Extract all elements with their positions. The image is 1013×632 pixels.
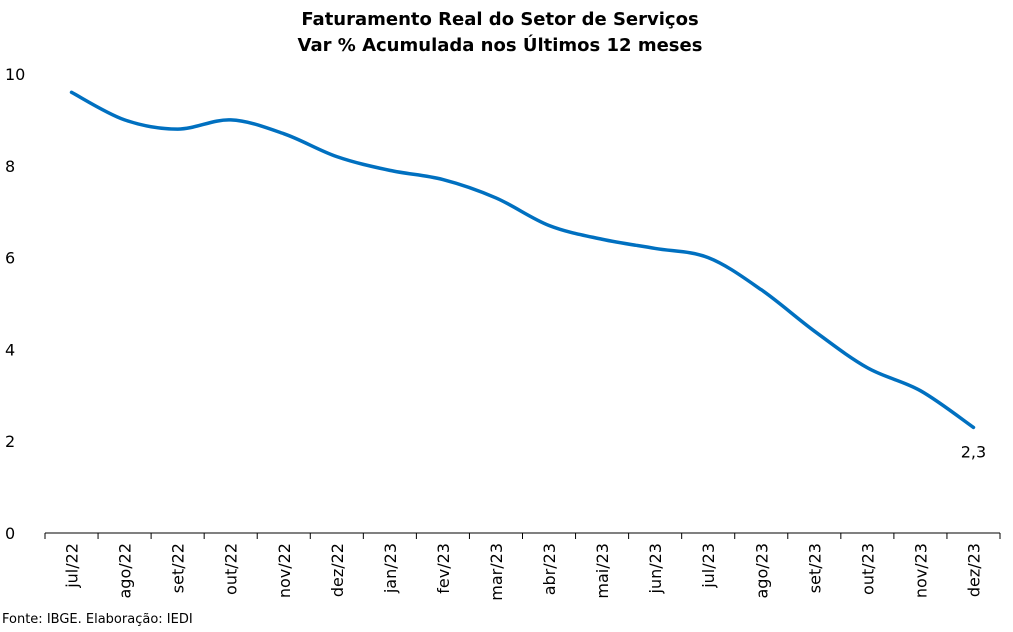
x-tick-label: ago/23 [752, 543, 771, 599]
series-line [69, 90, 976, 430]
y-axis: 0 2 4 6 8 10 [5, 65, 25, 543]
data-label-last: 2,3 [961, 442, 986, 461]
chart-subtitle: Var % Acumulada nos Últimos 12 meses [297, 35, 703, 56]
x-tick-label: fev/23 [434, 543, 453, 594]
x-tick-label: jul/23 [699, 543, 718, 589]
x-axis: jul/22 ago/22 set/22 out/22 nov/22 dez/22 jan/… [44, 532, 1001, 601]
x-tick-label: mai/23 [593, 543, 612, 599]
x-tick-label: dez/23 [964, 543, 983, 597]
x-tick-label: out/23 [858, 543, 877, 595]
x-tick-label: nov/23 [911, 543, 930, 598]
x-tick-label: jan/23 [381, 543, 400, 594]
y-tick-label: 6 [5, 249, 15, 268]
y-tick-label: 0 [5, 524, 15, 543]
x-tick-label: set/22 [169, 543, 188, 593]
x-tick-label: jul/22 [63, 543, 82, 589]
y-tick-label: 10 [5, 65, 25, 84]
series-group [69, 90, 976, 430]
source-note: Fonte: IBGE. Elaboração: IEDI [2, 612, 193, 627]
chart-title-block: Faturamento Real do Setor de Serviços Va… [0, 7, 1000, 59]
x-tick-label: abr/23 [540, 543, 559, 595]
y-tick-label: 8 [5, 157, 15, 176]
x-tick-label: nov/22 [275, 543, 294, 598]
chart-title: Faturamento Real do Setor de Serviços [301, 9, 699, 30]
y-tick-label: 4 [5, 340, 15, 359]
x-tick-label: out/22 [222, 543, 241, 595]
x-tick-label: mar/23 [487, 543, 506, 601]
x-tick-label: ago/22 [116, 543, 135, 599]
y-tick-label: 2 [5, 432, 15, 451]
x-tick-label: set/23 [805, 543, 824, 593]
x-tick-label: dez/22 [328, 543, 347, 597]
x-tick-label: jun/23 [646, 543, 665, 594]
data-labels: 2,3 [961, 442, 986, 461]
